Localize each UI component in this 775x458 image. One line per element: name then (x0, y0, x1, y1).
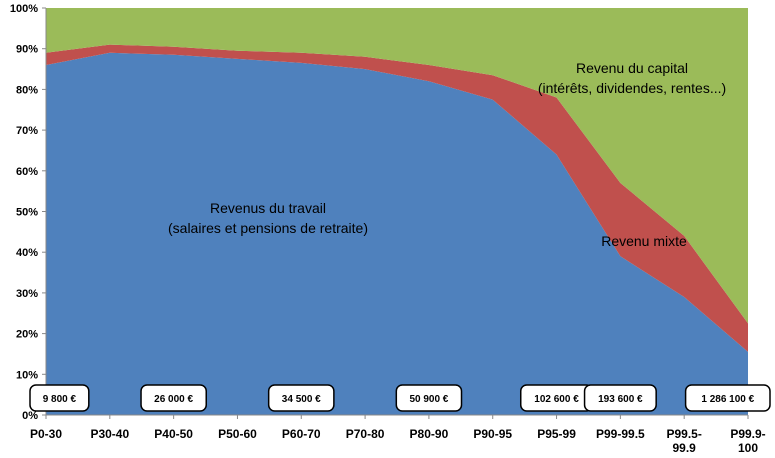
y-tick-labels: 0% 10% 20% 30% 40% 50% 60% 70% 80% 90% 100% (10, 3, 46, 422)
x-tick-labels: P0-30 P30-40 P40-50 P50-60 P60-70 P70-80 P80-9… (30, 415, 766, 455)
income-box: 193 600 € (583, 384, 657, 412)
income-box-label: 50 900 € (409, 394, 448, 405)
x-tick-label: P60-70 (282, 427, 321, 441)
x-tick-label: P95-99 (537, 427, 576, 441)
y-tick-label: 100% (10, 3, 38, 15)
area-mixte (46, 44, 748, 352)
income-box: 34 500 € (267, 384, 335, 412)
annotation-mixte: Revenu mixte (601, 233, 687, 249)
annotation-travail-line2: (salaires et pensions de retraite) (168, 220, 368, 236)
x-tick-label: P90-95 (473, 427, 512, 441)
income-box: 9 800 € (29, 384, 90, 412)
income-box-label: 26 000 € (154, 394, 193, 405)
area-capital (46, 8, 748, 324)
x-tick-label: 99.9 (673, 441, 697, 455)
y-tick-label: 10% (16, 369, 38, 381)
x-tick-label: P99-99.5 (596, 427, 645, 441)
x-tick-label: P30-40 (90, 427, 129, 441)
y-tick-label: 0% (22, 410, 38, 422)
income-box-frame (395, 384, 463, 412)
y-tick-label: 70% (16, 125, 38, 137)
y-tick-label: 80% (16, 84, 38, 96)
income-box-label: 1 286 100 € (701, 394, 754, 405)
x-tick-label: P70-80 (346, 427, 385, 441)
income-box-label: 102 600 € (534, 394, 579, 405)
income-boxes: 9 800 € 26 000 € 34 500 € 50 900 € 102 600 €… (29, 384, 771, 412)
income-box: 26 000 € (140, 384, 207, 412)
income-box-label: 9 800 € (43, 394, 77, 405)
income-box-frame (684, 384, 771, 412)
income-box-frame (267, 384, 335, 412)
y-tick-label: 50% (16, 207, 38, 219)
y-tick-label: 20% (16, 329, 38, 341)
annotations: Revenus du travail (salaires et pensions… (168, 60, 726, 249)
income-box-label: 34 500 € (282, 394, 321, 405)
annotation-capital-line2: (intérêts, dividendes, rentes...) (538, 80, 726, 96)
x-tick-label: P99.9- (730, 427, 765, 441)
x-tick-label: P99.5- (667, 427, 702, 441)
area-travail (46, 52, 748, 416)
income-box: 1 286 100 € (684, 384, 771, 412)
y-tick-label: 30% (16, 288, 38, 300)
income-box-label: 193 600 € (598, 394, 643, 405)
x-tick-label: 100 (738, 441, 758, 455)
income-box: 102 600 € (519, 384, 594, 412)
income-box: 50 900 € (395, 384, 463, 412)
income-box-frame (29, 384, 90, 412)
annotation-travail-line1: Revenus du travail (210, 200, 326, 216)
x-tick-label: P40-50 (154, 427, 193, 441)
y-tick-label: 60% (16, 166, 38, 178)
x-tick-label: P50-60 (218, 427, 257, 441)
annotation-capital-line1: Revenu du capital (576, 60, 688, 76)
x-tick-label: P80-90 (410, 427, 449, 441)
area-layers (46, 8, 748, 416)
y-tick-label: 90% (16, 44, 38, 56)
income-box-frame (140, 384, 207, 412)
income-box-frame (583, 384, 657, 412)
y-tick-label: 40% (16, 247, 38, 259)
x-tick-label: P0-30 (30, 427, 62, 441)
